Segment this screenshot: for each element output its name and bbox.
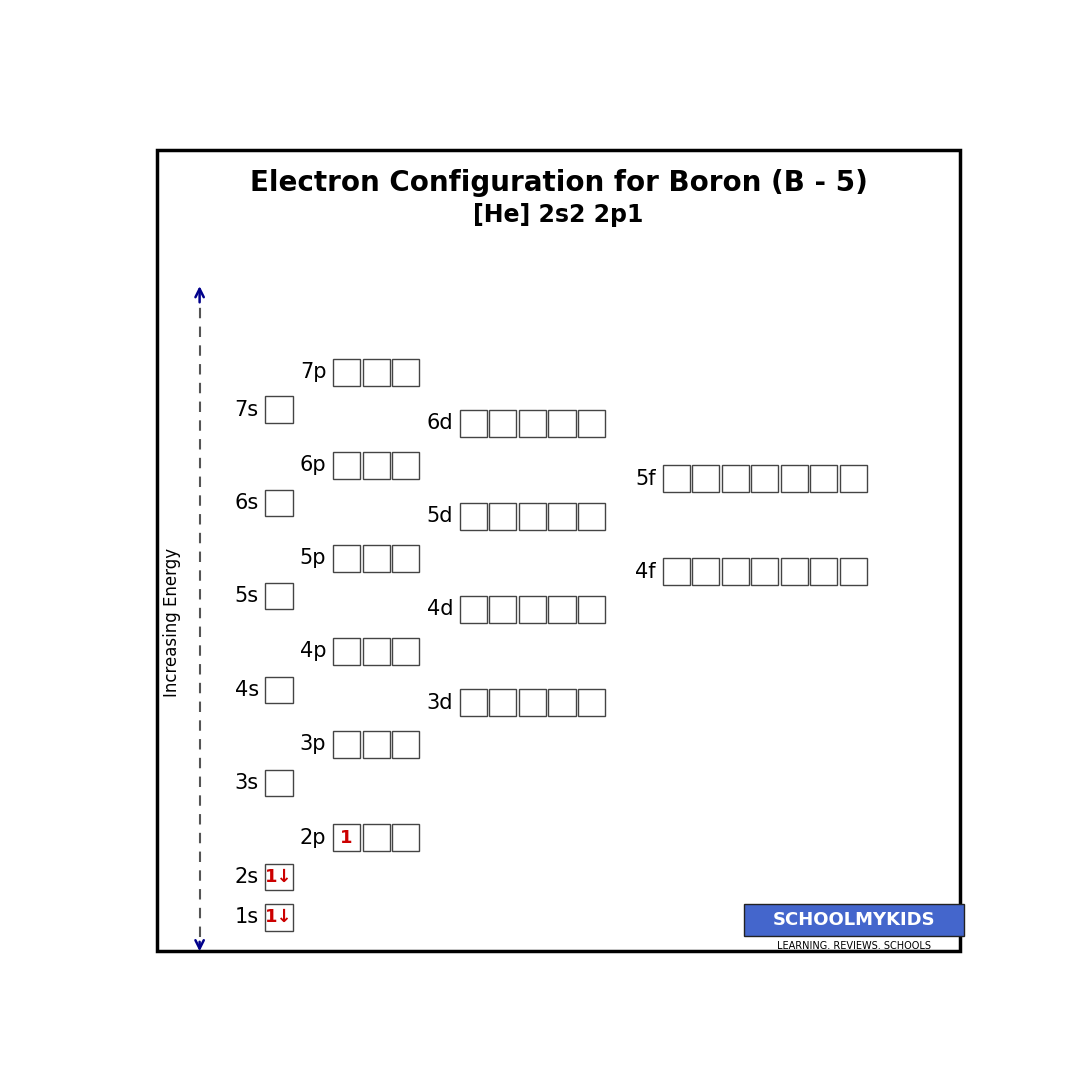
Bar <box>392 824 420 851</box>
Text: 6s: 6s <box>234 493 258 513</box>
Bar <box>392 452 420 479</box>
Bar <box>519 689 546 715</box>
Bar <box>578 503 605 530</box>
Text: 5p: 5p <box>300 549 326 568</box>
Bar <box>489 409 517 437</box>
Bar <box>548 596 576 623</box>
Bar <box>548 409 576 437</box>
Bar <box>722 465 749 492</box>
Bar <box>489 689 517 715</box>
Text: 1: 1 <box>340 829 353 846</box>
Bar <box>519 596 546 623</box>
Bar <box>460 503 487 530</box>
Bar <box>751 559 778 585</box>
Bar <box>363 358 390 386</box>
Bar <box>489 503 517 530</box>
Text: 7s: 7s <box>234 400 258 420</box>
Bar <box>663 559 690 585</box>
Text: 2s: 2s <box>234 867 258 886</box>
Bar <box>334 638 360 664</box>
Bar <box>780 559 808 585</box>
Text: LEARNING. REVIEWS. SCHOOLS: LEARNING. REVIEWS. SCHOOLS <box>777 941 931 951</box>
Bar <box>810 559 837 585</box>
Text: 1s: 1s <box>234 907 258 927</box>
Text: 1↓: 1↓ <box>265 908 293 927</box>
Text: 3s: 3s <box>234 773 258 793</box>
Bar <box>489 596 517 623</box>
Text: 1↓: 1↓ <box>265 868 293 886</box>
Bar <box>548 503 576 530</box>
Text: 5s: 5s <box>234 586 258 607</box>
Bar <box>266 676 292 703</box>
Text: 4d: 4d <box>426 599 453 620</box>
Text: 4f: 4f <box>635 562 656 582</box>
Text: SCHOOLMYKIDS: SCHOOLMYKIDS <box>773 910 935 929</box>
Bar <box>780 465 808 492</box>
Bar <box>663 465 690 492</box>
Bar <box>840 559 867 585</box>
Bar <box>334 452 360 479</box>
Text: Increasing Energy: Increasing Energy <box>162 548 181 697</box>
Bar <box>363 824 390 851</box>
Bar <box>840 465 867 492</box>
Bar <box>334 358 360 386</box>
Bar <box>519 409 546 437</box>
Bar <box>578 409 605 437</box>
Bar <box>266 904 292 931</box>
Bar <box>519 503 546 530</box>
Text: 3d: 3d <box>426 693 453 712</box>
Bar <box>266 396 292 424</box>
Bar <box>363 452 390 479</box>
Bar <box>334 544 360 572</box>
Bar <box>692 465 719 492</box>
Bar <box>334 824 360 851</box>
Text: 4p: 4p <box>300 641 326 661</box>
Bar <box>363 638 390 664</box>
Bar <box>548 689 576 715</box>
Bar <box>363 731 390 758</box>
Text: 6d: 6d <box>426 414 453 433</box>
Bar <box>692 559 719 585</box>
Text: [He] 2s2 2p1: [He] 2s2 2p1 <box>473 203 644 227</box>
Bar <box>392 544 420 572</box>
Bar <box>722 559 749 585</box>
Bar <box>363 544 390 572</box>
Text: 5f: 5f <box>635 468 656 489</box>
Bar <box>460 409 487 437</box>
Bar <box>392 638 420 664</box>
Text: 2p: 2p <box>300 828 326 847</box>
Bar <box>578 689 605 715</box>
Text: 5d: 5d <box>426 506 453 526</box>
Bar <box>578 596 605 623</box>
Bar <box>810 465 837 492</box>
Bar <box>266 864 292 891</box>
Bar <box>266 583 292 610</box>
Bar <box>266 770 292 796</box>
Text: Electron Configuration for Boron (B - 5): Electron Configuration for Boron (B - 5) <box>250 169 868 197</box>
Text: 7p: 7p <box>300 363 326 382</box>
Bar <box>744 904 965 935</box>
Bar <box>266 490 292 516</box>
Text: 6p: 6p <box>300 455 326 475</box>
Bar <box>392 731 420 758</box>
Bar <box>392 358 420 386</box>
Text: 3p: 3p <box>300 734 326 755</box>
Bar <box>334 731 360 758</box>
Text: 4s: 4s <box>234 680 258 700</box>
Bar <box>460 596 487 623</box>
Bar <box>460 689 487 715</box>
Bar <box>751 465 778 492</box>
